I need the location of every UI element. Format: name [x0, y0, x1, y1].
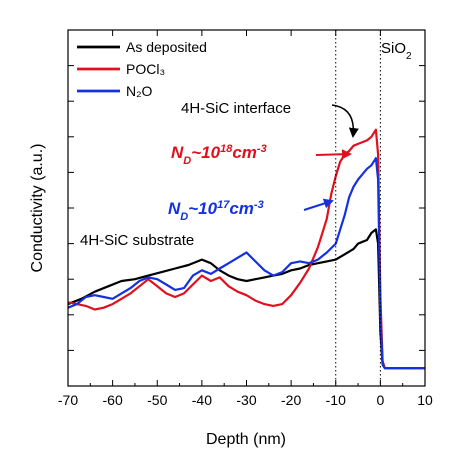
x-axis-label: Depth (nm)	[206, 431, 286, 448]
legend: As deposited POCl₃ N₂O	[77, 39, 207, 99]
x-tick-label-2: -50	[147, 392, 167, 408]
legend-label-0: As deposited	[126, 39, 207, 55]
x-tick-label-5: -20	[281, 392, 301, 408]
x-tick-label-4: -30	[236, 392, 256, 408]
nd-red-label: ND~1018cm-3	[171, 143, 267, 167]
axis-ticks: -70 -60 -50 -40 -30 -20 -10 0 10	[58, 30, 433, 408]
interface-arrow	[331, 104, 359, 138]
x-tick-label-8: 10	[417, 392, 433, 408]
legend-label-1: POCl₃	[126, 61, 165, 77]
series-line-2	[68, 157, 425, 370]
nd-blue-arrow	[303, 198, 334, 211]
nd-blue-label: ND~1017cm-3	[168, 199, 264, 223]
substrate-label: 4H-SiC substrate	[80, 232, 194, 249]
x-tick-label-7: 0	[376, 392, 384, 408]
x-tick-label-1: -60	[103, 392, 123, 408]
sio2-label: SiO2	[381, 40, 412, 62]
x-tick-label-6: -10	[326, 392, 346, 408]
series-layer	[68, 128, 425, 370]
y-axis-label: Conductivity (a.u.)	[29, 144, 46, 273]
nd-red-arrow	[315, 149, 352, 160]
x-tick-label-3: -40	[192, 392, 212, 408]
legend-label-2: N₂O	[126, 83, 153, 99]
series-line-1	[68, 128, 425, 370]
x-tick-label-0: -70	[58, 392, 78, 408]
reference-lines	[335, 30, 381, 386]
series-line-0	[68, 228, 425, 370]
interface-label: 4H-SiC interface	[181, 100, 291, 117]
